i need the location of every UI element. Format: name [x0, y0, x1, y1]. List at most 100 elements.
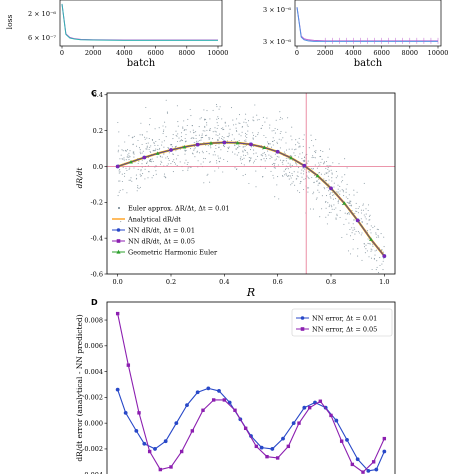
panel-a-x-tick: 0 [60, 49, 64, 57]
legend-entry-euler: Euler approx. ΔR/Δt, Δt = 0.01 [128, 205, 230, 213]
panel-b-y-tick: 3 × 10⁻⁶ [263, 38, 291, 46]
scatter-point [348, 202, 350, 204]
scatter-point [161, 141, 163, 143]
nn-005-marker [382, 254, 386, 258]
scatter-point [328, 148, 331, 150]
scatter-point [293, 152, 295, 154]
scatter-point [295, 144, 297, 146]
scatter-point [281, 161, 283, 164]
scatter-point [149, 160, 151, 162]
panel-a-y-label: loss [5, 15, 14, 30]
scatter-point [282, 137, 284, 139]
scatter-point [249, 159, 251, 161]
scatter-point [273, 162, 275, 164]
scatter-point [215, 134, 217, 136]
scatter-point [331, 172, 333, 174]
scatter-point [161, 161, 163, 164]
scatter-point [219, 157, 222, 159]
scatter-point [349, 253, 352, 255]
scatter-point [281, 174, 284, 177]
scatter-point [203, 119, 206, 121]
scatter-point [299, 145, 301, 147]
scatter-point [341, 181, 343, 183]
scatter-point [177, 133, 179, 135]
scatter-point [325, 200, 327, 203]
scatter-point [139, 151, 141, 153]
scatter-point [139, 134, 141, 136]
scatter-point [288, 148, 290, 150]
scatter-point [248, 156, 250, 159]
scatter-point [222, 127, 224, 129]
scatter-point [187, 162, 189, 164]
scatter-point [313, 191, 315, 193]
scatter-point [337, 188, 339, 190]
scatter-point [253, 120, 255, 122]
scatter-point [242, 150, 244, 152]
scatter-point [190, 137, 192, 140]
scatter-point [161, 156, 163, 158]
scatter-point [295, 163, 297, 165]
scatter-point [121, 158, 123, 160]
geometric-marker [129, 159, 133, 164]
panel-a-x-tick: 6000 [147, 49, 164, 57]
scatter-point [323, 161, 326, 163]
scatter-point [228, 146, 230, 148]
scatter-point [196, 151, 198, 153]
scatter-point [319, 156, 321, 158]
panel-a-y-tick: 6 × 10⁻⁷ [28, 34, 56, 42]
scatter-point [235, 123, 237, 125]
scatter-point [192, 129, 194, 131]
scatter-point [217, 155, 219, 157]
scatter-point [206, 124, 208, 126]
scatter-point [208, 153, 210, 155]
scatter-point [307, 176, 309, 178]
scatter-point [124, 149, 126, 151]
scatter-point [121, 149, 123, 151]
scatter-point [279, 118, 281, 120]
scatter-point [327, 168, 329, 170]
scatter-point [365, 244, 367, 246]
scatter-point [260, 158, 262, 161]
scatter-point [282, 160, 284, 162]
scatter-point [363, 246, 366, 248]
scatter-point [324, 173, 326, 175]
scatter-point [194, 156, 196, 158]
scatter-point [161, 144, 163, 146]
scatter-point [287, 162, 289, 164]
scatter-point [246, 151, 248, 153]
panel-c-x-tick: 0.2 [166, 278, 176, 286]
scatter-point [234, 153, 236, 155]
scatter-point [318, 178, 320, 180]
error-marker-nn-005 [371, 460, 376, 464]
scatter-point [367, 242, 369, 244]
scatter-point [195, 140, 198, 142]
scatter-point [251, 146, 253, 148]
panel-d-legend-box [291, 308, 393, 337]
scatter-point [279, 159, 282, 161]
scatter-point [344, 212, 346, 214]
legend-d-nn001-marker [300, 316, 305, 320]
scatter-point [282, 163, 284, 165]
scatter-point [253, 149, 255, 151]
scatter-point [201, 133, 203, 135]
scatter-point [371, 249, 373, 251]
scatter-point [193, 142, 195, 144]
scatter-point [158, 148, 160, 151]
error-marker-nn-005 [147, 449, 152, 454]
scatter-point [357, 212, 359, 214]
scatter-point [330, 211, 332, 214]
scatter-point [361, 221, 363, 224]
scatter-point [346, 183, 348, 185]
scatter-point [333, 204, 335, 206]
scatter-point [344, 174, 346, 176]
scatter-point [151, 139, 153, 141]
scatter-point [154, 144, 156, 146]
scatter-point [273, 139, 275, 142]
scatter-point [277, 128, 279, 130]
scatter-point [282, 175, 284, 177]
scatter-point [137, 187, 139, 189]
scatter-point [228, 136, 230, 138]
scatter-point [202, 130, 204, 132]
scatter-point [366, 250, 368, 252]
scatter-point [254, 104, 256, 106]
